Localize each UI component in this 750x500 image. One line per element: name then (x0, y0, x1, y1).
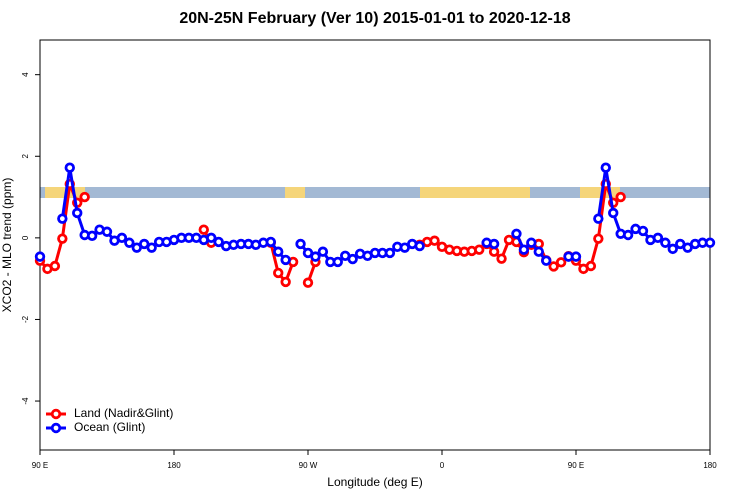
data-point (347, 253, 358, 265)
data-point (310, 251, 321, 262)
data-point (265, 236, 276, 248)
data-point (72, 207, 83, 219)
data-point (273, 246, 284, 257)
data-point (585, 260, 597, 272)
data-point (496, 253, 507, 264)
y-tick-label: -4 (21, 397, 30, 405)
data-point (116, 232, 128, 244)
x-tick-label: 180 (703, 461, 717, 470)
data-point (317, 246, 329, 257)
y-tick-label: 0 (21, 235, 30, 240)
data-point (526, 237, 537, 248)
data-point (295, 238, 306, 250)
data-point (280, 254, 291, 266)
data-point (474, 244, 485, 255)
x-tick-label: 0 (440, 461, 445, 470)
data-point (667, 243, 678, 255)
data-point (280, 276, 291, 288)
y-axis-label: XCO2 - MLO trend (ppm) (0, 178, 14, 313)
data-point (518, 244, 530, 255)
data-point (302, 277, 314, 288)
data-point (541, 255, 552, 266)
data-point (332, 256, 343, 268)
data-point (593, 233, 604, 244)
data-point (101, 226, 113, 237)
data-point (273, 267, 284, 279)
data-point (600, 162, 611, 173)
legend-marker (50, 422, 62, 434)
data-point (570, 251, 582, 262)
data-point (79, 191, 90, 203)
data-point (57, 233, 68, 244)
x-tick-label: 90 W (299, 461, 318, 470)
y-tick-label: 2 (21, 153, 30, 158)
data-point (511, 228, 522, 239)
x-axis-label: Longitude (deg E) (327, 475, 422, 489)
data-point (637, 225, 649, 237)
legend-label: Land (Nadir&Glint) (74, 406, 173, 420)
x-tick-label: 90 E (568, 461, 584, 470)
data-point (704, 237, 716, 248)
data-point (608, 207, 619, 219)
strip-land (285, 187, 305, 198)
data-point (622, 229, 634, 241)
data-point (429, 235, 440, 246)
data-point (488, 238, 500, 250)
data-point (34, 251, 46, 262)
data-point (548, 261, 559, 272)
data-point (615, 191, 626, 203)
data-point (206, 232, 217, 244)
legend-marker (50, 408, 62, 420)
strip-ocean (40, 187, 710, 198)
data-point (593, 213, 604, 224)
data-point (533, 246, 544, 257)
x-tick-label: 90 E (32, 461, 48, 470)
legend-label: Ocean (Glint) (74, 420, 145, 434)
data-point (213, 236, 224, 248)
data-point (49, 260, 61, 272)
data-point (86, 230, 98, 242)
strip-land (580, 187, 620, 198)
data-point (555, 257, 567, 268)
y-tick-label: 4 (21, 72, 30, 77)
chart-title: 20N-25N February (Ver 10) 2015-01-01 to … (179, 10, 570, 27)
data-point (57, 213, 68, 224)
data-point (660, 237, 671, 248)
data-point (64, 162, 75, 173)
data-point (124, 237, 135, 248)
data-point (198, 224, 209, 235)
strip-land (420, 187, 530, 198)
series-line (38, 178, 622, 285)
data-point (652, 232, 664, 244)
data-point (384, 247, 396, 259)
data-point (146, 242, 157, 253)
y-tick-label: -2 (21, 315, 30, 323)
x-tick-label: 180 (167, 461, 181, 470)
data-point (414, 240, 425, 252)
